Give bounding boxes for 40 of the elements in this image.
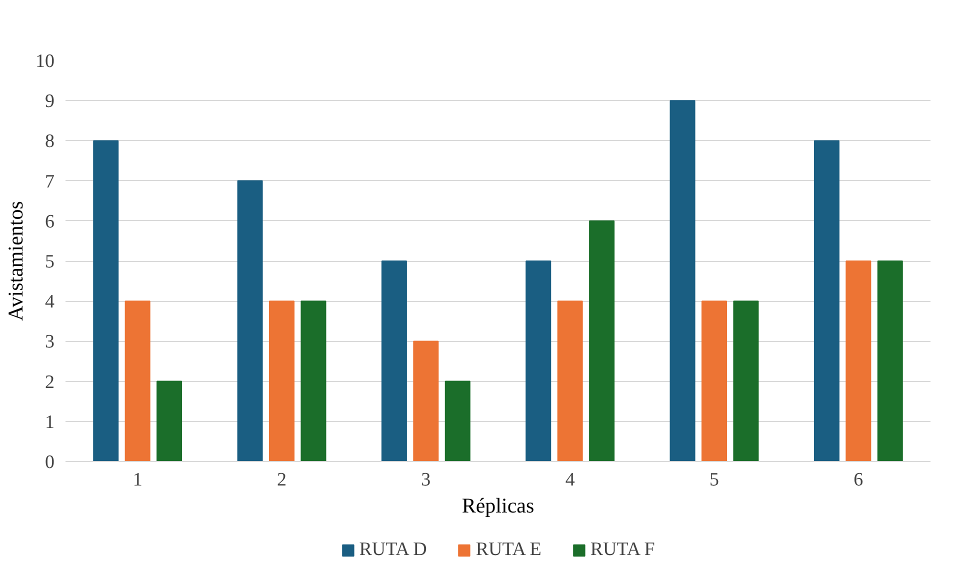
bar bbox=[701, 300, 728, 462]
y-tick-label: 9 bbox=[45, 91, 54, 112]
y-tick-label: 3 bbox=[45, 332, 54, 353]
x-tick-label: 2 bbox=[277, 470, 286, 490]
bar bbox=[268, 300, 295, 462]
x-tick-label: 4 bbox=[565, 470, 576, 490]
bar bbox=[670, 100, 696, 462]
bar bbox=[413, 340, 439, 462]
y-tick-label: 0 bbox=[45, 452, 54, 473]
y-tick-label: 10 bbox=[36, 51, 54, 72]
bar bbox=[846, 260, 872, 462]
y-tick-label: 4 bbox=[45, 292, 55, 313]
bar bbox=[814, 140, 840, 462]
x-tick-label: 6 bbox=[854, 470, 864, 490]
y-tick-label: 2 bbox=[45, 372, 54, 393]
bar bbox=[877, 260, 903, 462]
bar bbox=[589, 220, 615, 462]
bar bbox=[156, 380, 182, 462]
y-tick-label: 7 bbox=[45, 171, 54, 192]
bar bbox=[526, 260, 552, 462]
bar bbox=[557, 300, 583, 462]
bar bbox=[124, 300, 150, 462]
y-axis-title: Avistamientos bbox=[4, 201, 28, 321]
y-tick-label: 8 bbox=[45, 131, 54, 152]
x-tick-label: 5 bbox=[710, 470, 719, 490]
bar bbox=[300, 300, 326, 462]
y-tick-label: 6 bbox=[45, 211, 54, 232]
legend-label: RUTA D bbox=[359, 539, 427, 561]
legend-label: RUTA E bbox=[476, 539, 542, 561]
bar bbox=[733, 300, 759, 462]
bar bbox=[444, 380, 470, 462]
legend-label: RUTA F bbox=[590, 539, 655, 561]
bar bbox=[93, 140, 119, 462]
x-tick-label: 3 bbox=[421, 470, 431, 490]
x-axis-title: Réplicas bbox=[462, 494, 534, 518]
x-tick-label: 1 bbox=[132, 470, 142, 490]
y-tick-label: 1 bbox=[45, 412, 54, 433]
bar bbox=[381, 260, 407, 462]
bar bbox=[237, 180, 263, 462]
y-tick-label: 5 bbox=[45, 252, 54, 272]
